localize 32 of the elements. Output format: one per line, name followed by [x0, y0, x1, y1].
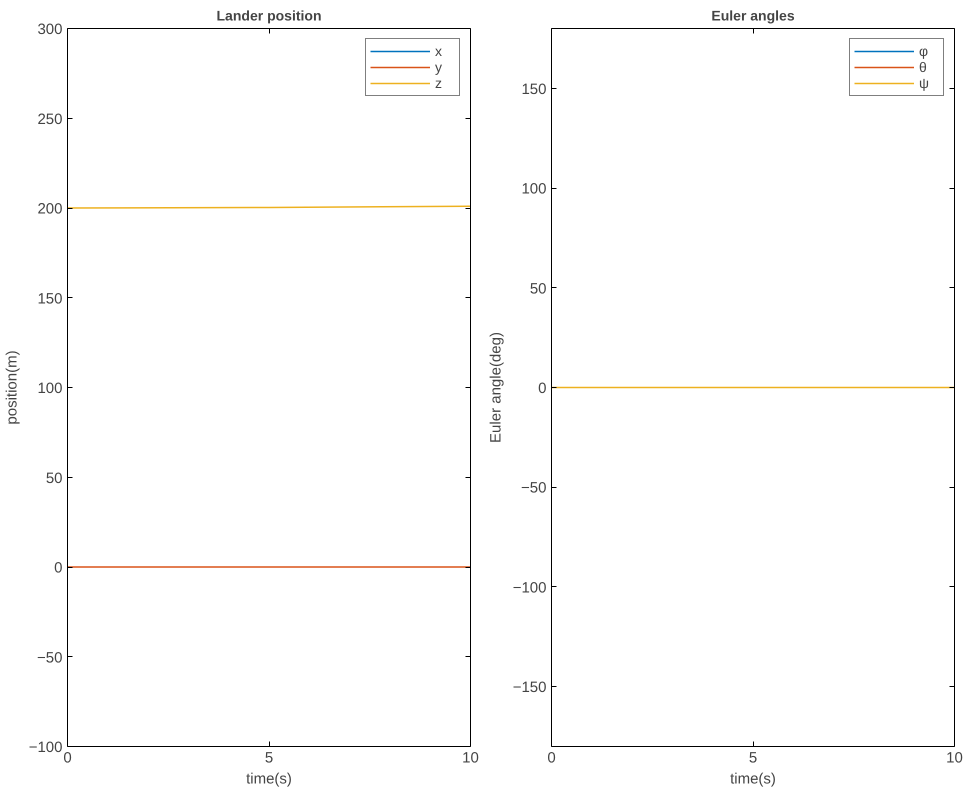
y-tick-label: 0	[538, 380, 546, 397]
y-tick-label: −100	[512, 579, 547, 596]
y-tick-label: 100	[37, 380, 63, 397]
y-axis-title: position(m)	[4, 350, 21, 425]
y-tick-label: 250	[37, 110, 63, 128]
x-axis-title: time(s)	[246, 770, 292, 788]
y-tick-label: −150	[512, 679, 547, 696]
y-tick-label: −50	[521, 480, 547, 497]
legend-label: θ	[919, 59, 928, 75]
y-tick-label: 200	[37, 200, 63, 218]
legend-label: z	[435, 75, 443, 91]
y-axis-title: Euler angle(deg)	[488, 332, 505, 443]
chart-title: Lander position	[216, 8, 322, 24]
y-tick-label: −50	[37, 649, 63, 666]
y-tick-label: 0	[54, 560, 62, 576]
x-axis-title: time(s)	[730, 770, 776, 788]
legend-label: y	[435, 59, 443, 75]
y-tick-label: 150	[521, 80, 547, 98]
legend-label: x	[435, 43, 443, 59]
x-tick-label: 5	[264, 750, 274, 766]
y-tick-label: 50	[46, 470, 63, 487]
legend-label: ψ	[919, 75, 930, 91]
y-tick-label: 300	[37, 21, 63, 38]
x-tick-label: 10	[946, 750, 963, 766]
y-tick-label: 100	[521, 180, 547, 198]
legend-label: φ	[919, 43, 930, 59]
x-tick-label: 5	[748, 750, 758, 766]
y-tick-label: 150	[37, 290, 63, 308]
y-tick-label: 50	[530, 280, 547, 298]
y-tick-label: −100	[28, 739, 63, 756]
x-tick-label: 10	[462, 750, 479, 766]
chart-title: Euler angles	[711, 8, 795, 24]
